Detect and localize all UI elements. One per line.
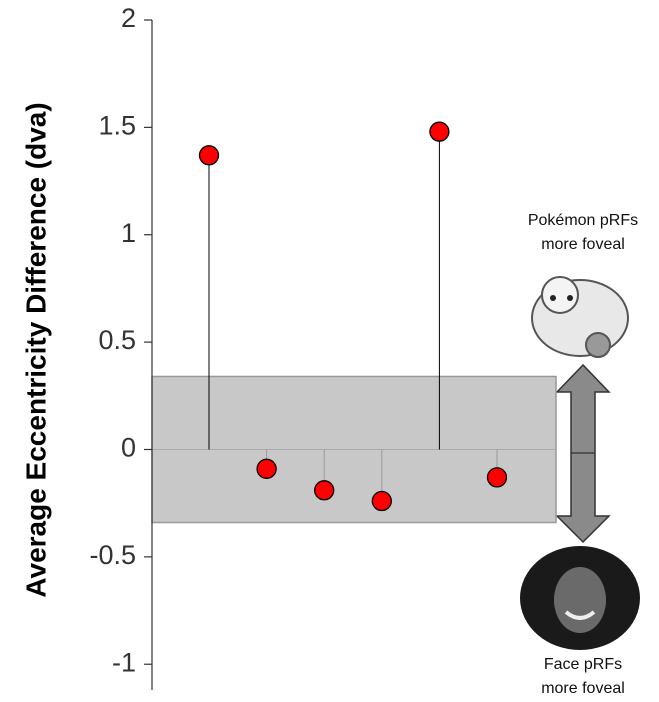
- double-arrow: [557, 365, 609, 542]
- y-tick-label: 1.5: [98, 110, 136, 140]
- y-tick-label: 1: [121, 218, 136, 248]
- annotation: more foveal: [541, 236, 625, 253]
- annotation: Face pRFs: [544, 656, 622, 673]
- marker: [257, 459, 276, 478]
- chart: Average Eccentricity Difference (dva) 2 1…: [0, 0, 659, 702]
- y-tick-label: -0.5: [89, 540, 136, 570]
- marker: [372, 492, 391, 511]
- y-tick-label: 0.5: [98, 325, 136, 355]
- marker: [315, 481, 334, 500]
- annotation: Pokémon pRFs: [528, 212, 638, 229]
- marker: [488, 468, 507, 487]
- y-axis-label: Average Eccentricity Difference (dva): [20, 102, 51, 597]
- annotation: more foveal: [541, 680, 625, 697]
- y-tick-label: 0: [121, 433, 136, 463]
- pokemon-icon: [532, 277, 628, 357]
- marker: [200, 146, 219, 165]
- y-tick-label: 2: [121, 3, 136, 33]
- marker: [430, 122, 449, 141]
- y-tick-label: -1: [112, 647, 136, 677]
- face-icon: [520, 546, 640, 650]
